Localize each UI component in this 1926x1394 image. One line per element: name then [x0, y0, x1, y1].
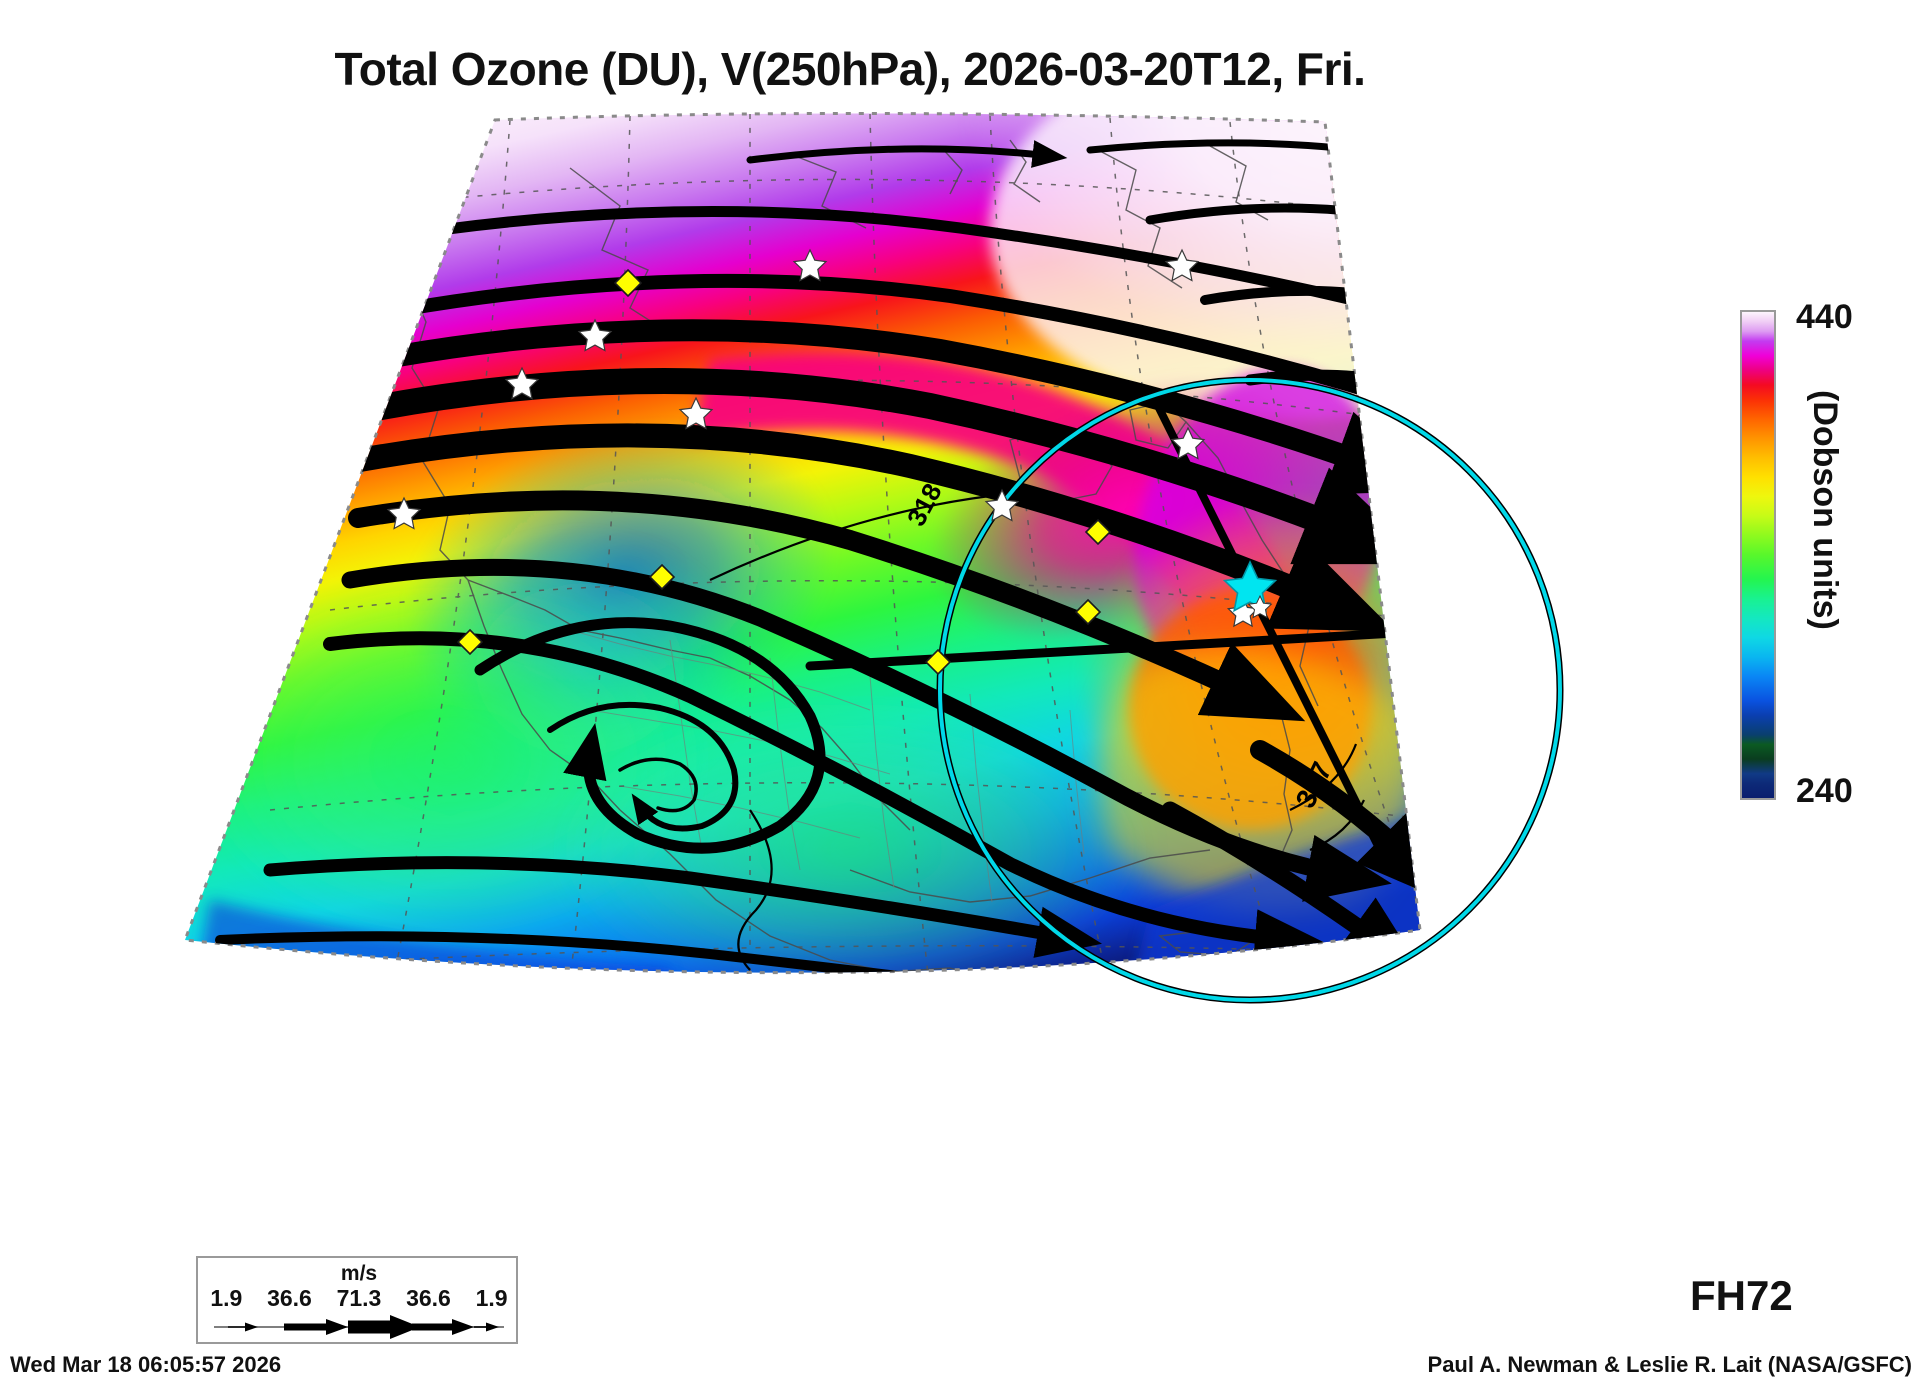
page-title: Total Ozone (DU), V(250hPa), 2026-03-20T… — [334, 43, 1366, 95]
wind-streamlines — [215, 137, 1420, 973]
station-star-icon[interactable] — [678, 396, 714, 430]
wind-legend-value: 71.3 — [336, 1285, 382, 1311]
site-diamond-icon[interactable] — [456, 628, 484, 656]
station-star-icon[interactable] — [1164, 248, 1200, 282]
map-canvas[interactable]: 318 317 — [150, 110, 1570, 1030]
great-circle-overlay — [936, 376, 1564, 1004]
map-domain-outline — [182, 111, 1422, 975]
wind-legend-values: 1.9 36.6 71.3 36.6 1.9 — [198, 1285, 520, 1312]
author-credit: Paul A. Newman & Leslie R. Lait (NASA/GS… — [1427, 1352, 1912, 1377]
colorbar-axis-label: (Dobson units) — [1806, 390, 1844, 630]
ozone-contours — [709, 494, 1365, 971]
station-star-group — [386, 248, 1260, 628]
map-markers[interactable] — [386, 248, 1278, 676]
wind-legend-value: 36.6 — [267, 1285, 312, 1311]
map-panel[interactable]: 318 317 — [150, 110, 1570, 1030]
colorbar-min-tick: 240 — [1796, 772, 1853, 810]
station-star-icon[interactable] — [504, 366, 540, 400]
station-star-icon[interactable] — [792, 248, 828, 282]
wind-legend-value: 1.9 — [210, 1285, 243, 1311]
forecast-hour-label: FH72 — [1690, 1272, 1793, 1319]
center-star-icon[interactable] — [1222, 560, 1278, 613]
colorbar-panel: 440 240 (Dobson units) — [1740, 298, 1920, 810]
site-diamond-icon[interactable] — [613, 268, 643, 298]
station-star-icon[interactable] — [386, 496, 422, 530]
site-diamond-icon[interactable] — [1074, 598, 1102, 626]
site-diamond-group — [456, 268, 1112, 676]
colorbar-max-tick: 440 — [1796, 298, 1853, 336]
site-diamond-icon[interactable] — [1084, 518, 1112, 546]
wind-legend-value: 1.9 — [475, 1285, 508, 1311]
generation-timestamp: Wed Mar 18 06:05:57 2026 — [10, 1352, 282, 1377]
wind-legend-arrow-scale — [214, 1315, 504, 1339]
site-diamond-icon[interactable] — [648, 563, 676, 591]
station-star-icon[interactable] — [577, 318, 613, 352]
station-star-icon[interactable] — [1170, 426, 1206, 460]
site-diamond-icon[interactable] — [924, 648, 952, 676]
station-star-icon[interactable] — [1247, 594, 1273, 619]
wind-legend-value: 36.6 — [406, 1285, 451, 1311]
colorbar-gradient — [1740, 310, 1776, 800]
wind-legend-unit-label: m/s — [340, 1262, 378, 1285]
station-star-icon[interactable] — [984, 488, 1020, 522]
wind-speed-legend: m/s 1.9 36.6 71.3 36.6 1.9 — [196, 1256, 518, 1344]
